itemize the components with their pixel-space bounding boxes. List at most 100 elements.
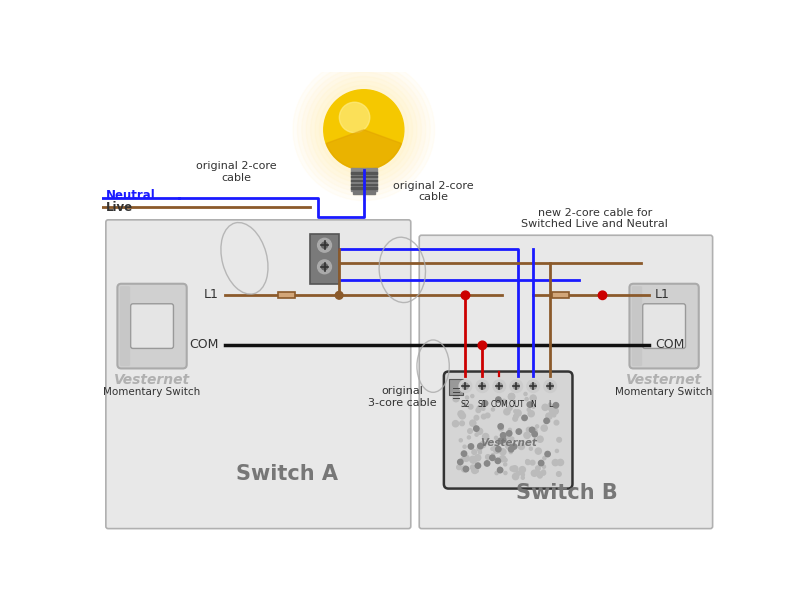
Circle shape xyxy=(324,90,404,170)
Circle shape xyxy=(519,467,526,473)
Circle shape xyxy=(478,451,482,454)
Circle shape xyxy=(495,458,501,464)
FancyBboxPatch shape xyxy=(106,220,410,529)
Circle shape xyxy=(538,473,542,478)
Circle shape xyxy=(335,292,343,299)
Circle shape xyxy=(496,397,501,403)
Bar xyxy=(350,168,377,191)
Circle shape xyxy=(470,395,474,398)
Circle shape xyxy=(498,467,502,470)
Circle shape xyxy=(530,383,536,389)
Circle shape xyxy=(526,460,529,463)
Text: OUT: OUT xyxy=(508,400,524,409)
Circle shape xyxy=(545,451,550,457)
Circle shape xyxy=(522,476,524,479)
Circle shape xyxy=(549,403,551,406)
Circle shape xyxy=(530,404,533,407)
Circle shape xyxy=(506,431,512,436)
Circle shape xyxy=(511,444,517,449)
Circle shape xyxy=(470,457,476,463)
Circle shape xyxy=(555,449,558,452)
Circle shape xyxy=(543,457,546,460)
Circle shape xyxy=(530,395,536,401)
Circle shape xyxy=(510,451,512,454)
Circle shape xyxy=(510,437,514,440)
Bar xyxy=(278,292,295,298)
Text: Neutral: Neutral xyxy=(106,190,155,202)
Circle shape xyxy=(512,466,518,472)
Bar xyxy=(350,187,377,189)
Circle shape xyxy=(463,445,466,448)
Circle shape xyxy=(506,443,512,449)
Circle shape xyxy=(515,410,521,416)
FancyBboxPatch shape xyxy=(444,371,573,488)
Circle shape xyxy=(474,426,479,431)
Circle shape xyxy=(460,421,464,425)
Circle shape xyxy=(493,380,506,392)
Circle shape xyxy=(500,449,506,455)
Text: Switch B: Switch B xyxy=(516,484,618,503)
Circle shape xyxy=(457,465,462,470)
Circle shape xyxy=(503,433,510,439)
Circle shape xyxy=(470,465,475,470)
Circle shape xyxy=(532,405,535,408)
Circle shape xyxy=(547,419,550,422)
Circle shape xyxy=(547,383,554,389)
Text: Live: Live xyxy=(106,201,133,214)
Text: COM: COM xyxy=(655,338,684,351)
Circle shape xyxy=(501,400,507,406)
Bar xyxy=(350,180,377,181)
Circle shape xyxy=(514,410,517,413)
Circle shape xyxy=(526,433,530,438)
Circle shape xyxy=(478,443,483,449)
Circle shape xyxy=(467,436,470,439)
Circle shape xyxy=(537,436,543,442)
Text: Vesternet: Vesternet xyxy=(114,373,190,387)
Circle shape xyxy=(508,394,514,400)
Circle shape xyxy=(474,415,478,420)
Circle shape xyxy=(498,426,503,431)
Circle shape xyxy=(554,403,558,408)
Circle shape xyxy=(504,458,507,461)
Text: original
3-core cable: original 3-core cable xyxy=(368,386,437,408)
Circle shape xyxy=(472,450,477,454)
FancyBboxPatch shape xyxy=(419,235,713,529)
Text: COM: COM xyxy=(190,338,219,351)
Circle shape xyxy=(528,410,534,417)
Circle shape xyxy=(462,383,469,389)
Circle shape xyxy=(558,460,563,466)
Circle shape xyxy=(322,242,328,248)
Circle shape xyxy=(552,460,558,466)
Circle shape xyxy=(470,456,476,463)
Circle shape xyxy=(504,472,507,475)
Circle shape xyxy=(318,238,331,252)
Circle shape xyxy=(318,260,331,274)
FancyBboxPatch shape xyxy=(130,304,174,349)
Circle shape xyxy=(549,405,554,412)
Circle shape xyxy=(475,433,478,436)
Circle shape xyxy=(453,421,458,427)
Circle shape xyxy=(482,407,485,410)
Circle shape xyxy=(530,460,535,465)
Bar xyxy=(353,190,374,194)
Circle shape xyxy=(459,439,462,442)
Circle shape xyxy=(466,396,469,399)
Circle shape xyxy=(554,421,558,425)
Circle shape xyxy=(510,380,522,392)
Circle shape xyxy=(550,409,554,413)
Circle shape xyxy=(498,467,503,473)
Circle shape xyxy=(552,408,558,414)
Circle shape xyxy=(501,437,506,443)
Circle shape xyxy=(477,446,482,451)
Circle shape xyxy=(513,416,518,421)
Circle shape xyxy=(496,447,500,452)
Circle shape xyxy=(475,463,481,469)
FancyBboxPatch shape xyxy=(630,284,698,368)
Circle shape xyxy=(557,472,561,476)
Circle shape xyxy=(538,460,544,466)
Text: L: L xyxy=(548,400,552,409)
Circle shape xyxy=(509,446,514,452)
Circle shape xyxy=(522,415,527,421)
Circle shape xyxy=(544,418,550,424)
Circle shape xyxy=(468,444,474,449)
